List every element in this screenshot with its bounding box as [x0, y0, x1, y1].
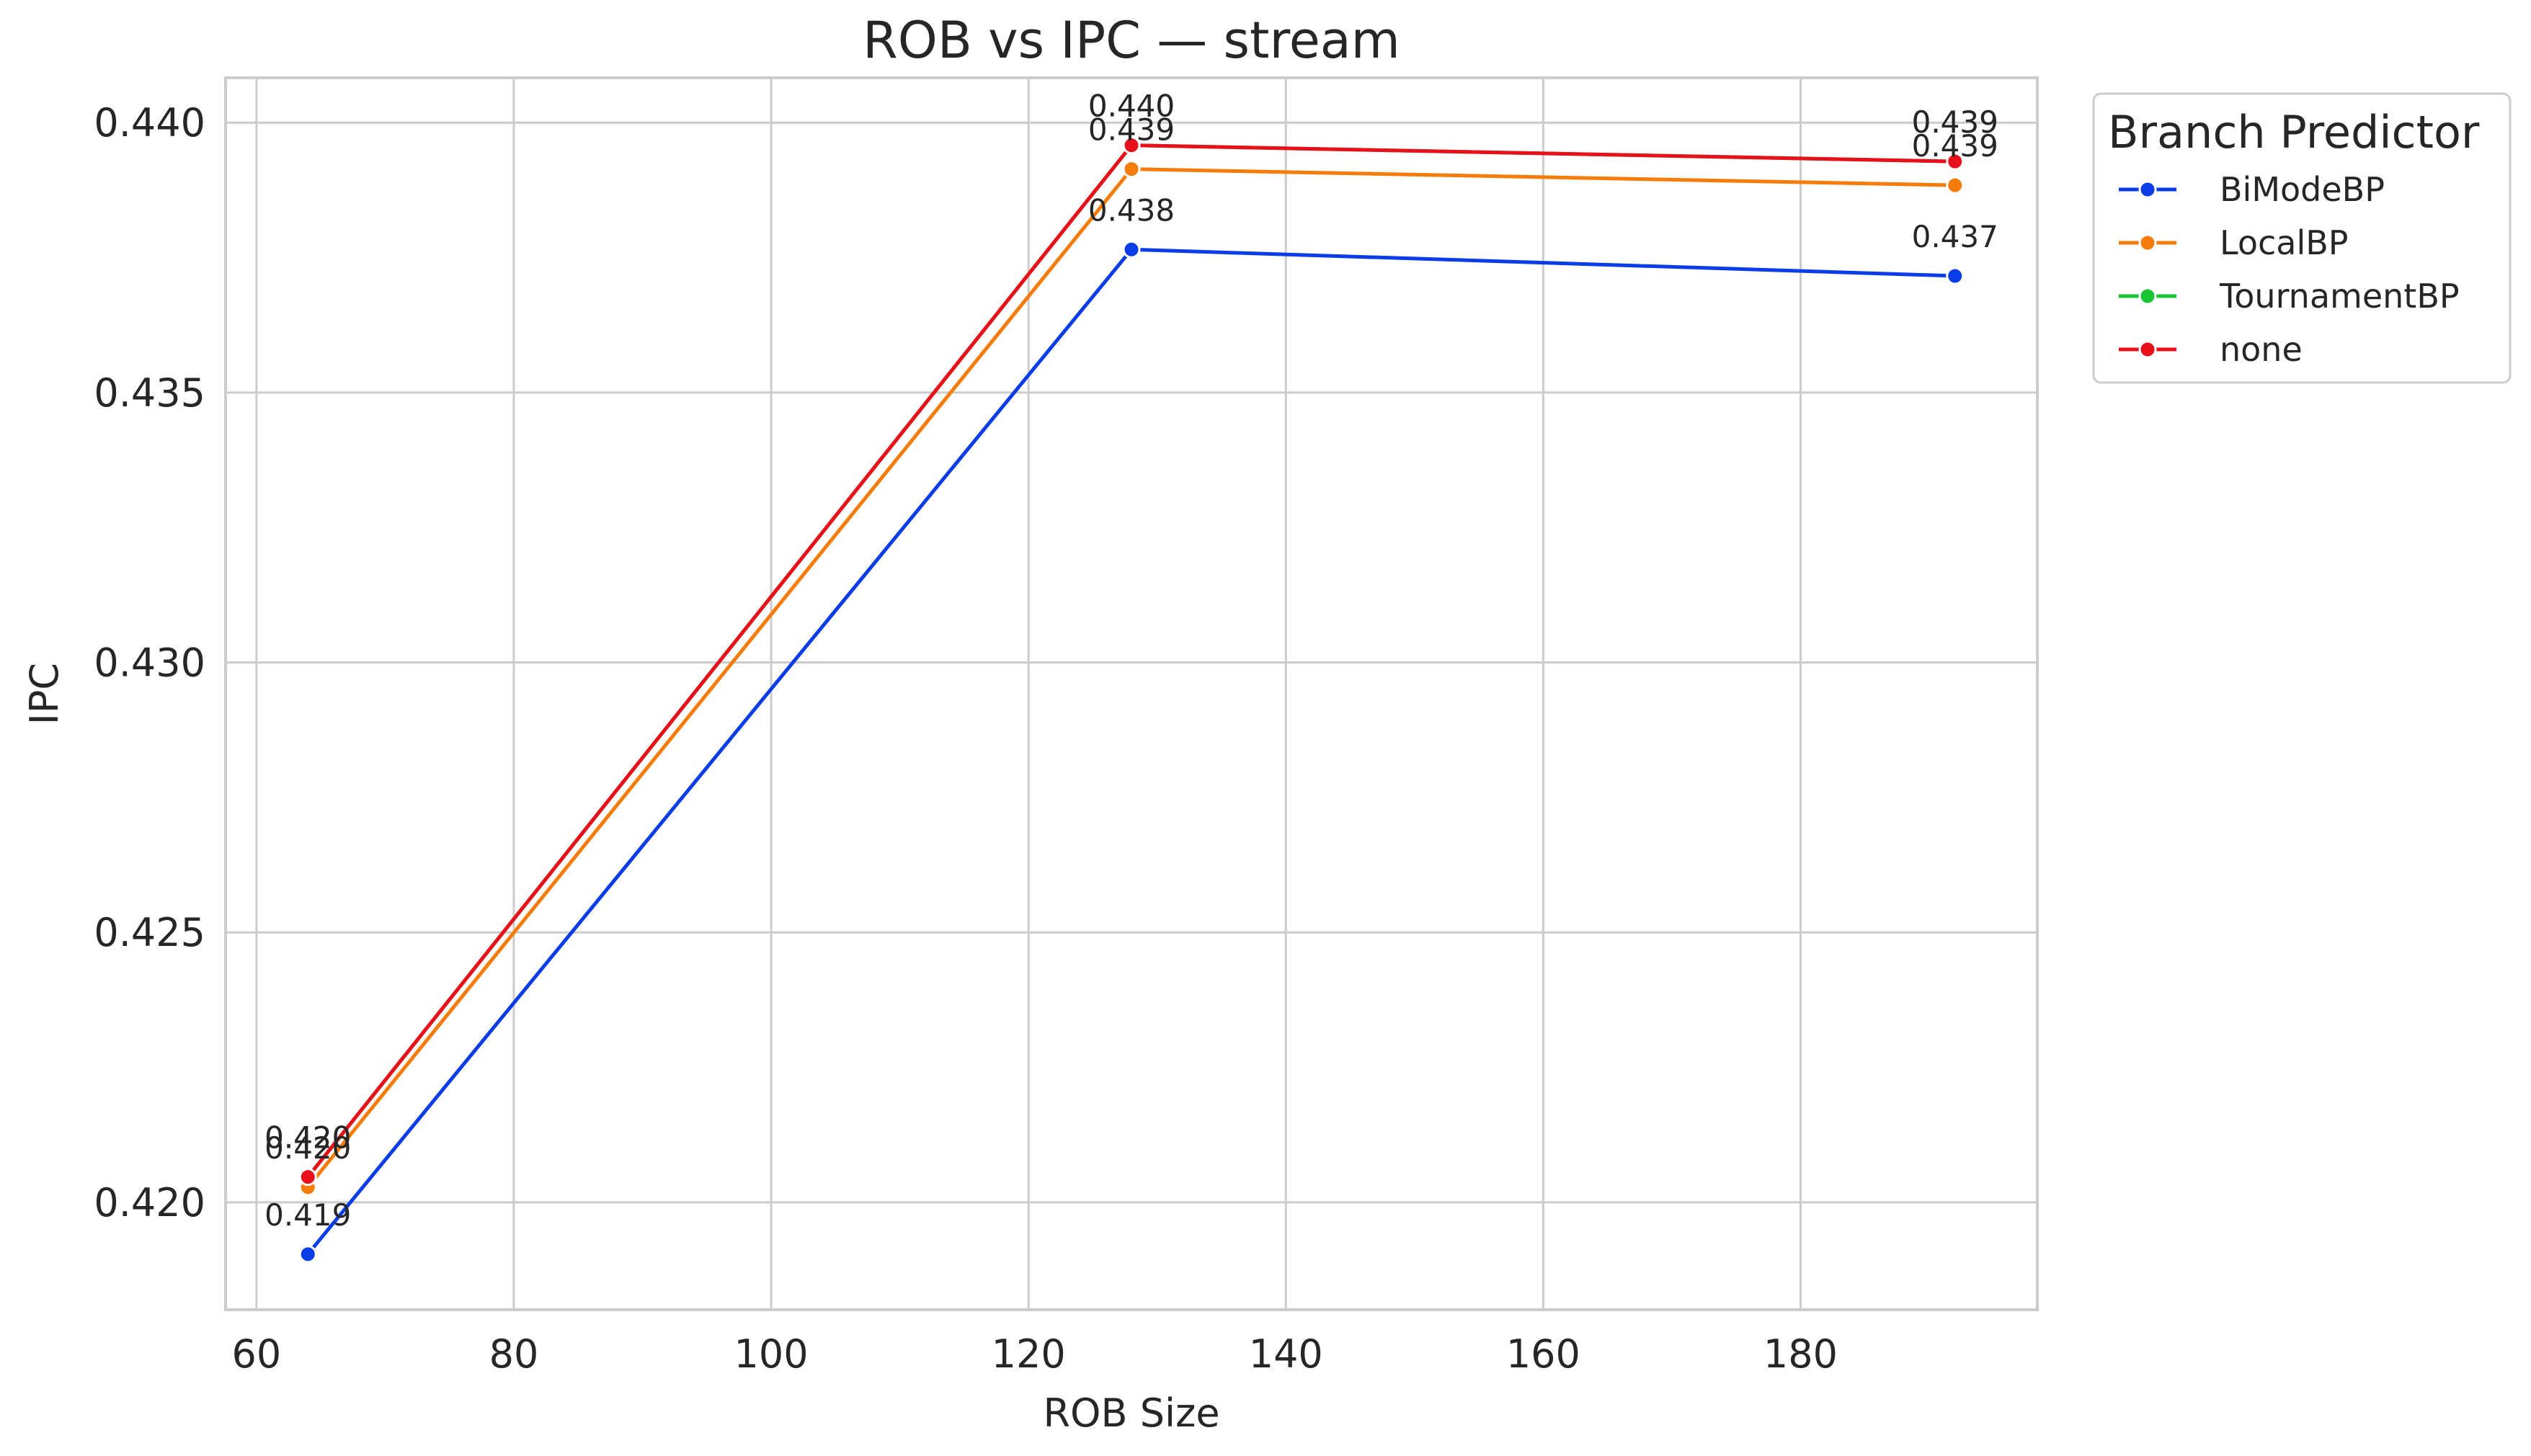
- legend-label-TournamentBP: TournamentBP: [2219, 277, 2460, 316]
- y-tick-label: 0.430: [94, 640, 205, 686]
- legend-box: [2092, 92, 2512, 384]
- x-tick-label: 120: [992, 1331, 1066, 1377]
- legend-swatch-marker: [2138, 340, 2157, 359]
- data-label-LocalBP: 0.439: [1088, 112, 1175, 148]
- tick-labels: 60 80 100 120 140 160 180 0.420 0.425 0.430 0.435 0…: [94, 100, 1838, 1377]
- data-label-TournamentBP: 0.439: [1912, 104, 1998, 140]
- x-tick-label: 60: [231, 1331, 281, 1377]
- legend-label-BiModeBP: BiModeBP: [2220, 170, 2385, 209]
- data-label-none: 0.440: [1088, 89, 1175, 124]
- data-point-BiModeBP: [1122, 240, 1141, 259]
- x-tick-label: 80: [489, 1331, 539, 1377]
- data-label-BiModeBP: 0.438: [1088, 192, 1175, 228]
- series-layer: [298, 136, 1965, 1264]
- y-tick-label: 0.440: [94, 100, 205, 146]
- y-tick-label: 0.435: [94, 370, 205, 416]
- y-tick-label: 0.420: [94, 1180, 205, 1225]
- data-label-LocalBP: 0.439: [1912, 128, 1998, 164]
- data-point-BiModeBP: [1946, 267, 1965, 285]
- data-label-TournamentBP: 0.440: [1088, 89, 1175, 124]
- y-axis-label: IPC: [22, 663, 67, 725]
- legend: Branch Predictor BiModeBP LocalBP Tourname…: [2092, 92, 2512, 384]
- data-label-none: 0.439: [1912, 104, 1998, 140]
- data-label-none: 0.420: [264, 1120, 351, 1156]
- x-axis-label: ROB Size: [1043, 1390, 1219, 1436]
- data-point-none: [1946, 152, 1965, 171]
- legend-swatch-marker: [2138, 180, 2157, 199]
- legend-label-LocalBP: LocalBP: [2220, 223, 2349, 262]
- chart-title: ROB vs IPC — stream: [863, 11, 1400, 70]
- grid-lines: [226, 78, 2037, 1310]
- legend-swatch-marker: [2138, 233, 2157, 252]
- plot-frame: [224, 76, 2039, 1311]
- data-label-BiModeBP: 0.419: [264, 1197, 351, 1233]
- data-point-LocalBP: [1122, 160, 1141, 179]
- legend-swatch-marker: [2138, 287, 2157, 305]
- legend-title: Branch Predictor: [2108, 106, 2480, 158]
- x-tick-label: 100: [734, 1331, 809, 1377]
- data-label-BiModeBP: 0.437: [1912, 219, 1998, 254]
- data-point-none: [298, 1168, 317, 1187]
- plot-area: [226, 78, 2037, 1310]
- data-label-TournamentBP: 0.420: [264, 1120, 351, 1156]
- x-tick-label: 140: [1249, 1331, 1323, 1377]
- data-point-none: [1122, 136, 1141, 155]
- data-label-LocalBP: 0.420: [264, 1130, 351, 1166]
- x-tick-label: 160: [1506, 1331, 1580, 1377]
- x-tick-label: 180: [1763, 1331, 1838, 1377]
- legend-label-none: none: [2220, 330, 2303, 369]
- data-point-BiModeBP: [298, 1245, 317, 1264]
- y-tick-label: 0.425: [94, 910, 205, 955]
- data-point-LocalBP: [1946, 176, 1965, 195]
